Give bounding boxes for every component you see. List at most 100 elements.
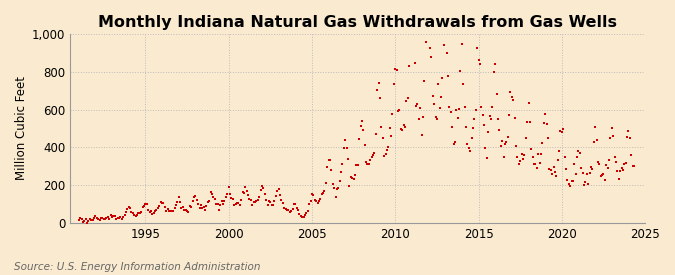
Point [481,155,492,160]
Point [344,183,355,188]
Point [91,216,102,221]
Point [258,186,269,190]
Point [439,43,450,47]
Point [115,215,126,220]
Point [315,197,325,202]
Point [498,155,509,160]
Point [272,189,283,194]
Point [100,217,111,221]
Point [371,131,381,136]
Point [434,106,445,110]
Point [479,122,489,127]
Point [125,206,136,210]
Point [597,172,608,177]
Point [393,109,404,113]
Point [589,140,599,145]
Point [310,199,321,203]
Point [590,125,601,129]
Point [350,173,360,177]
Point [347,176,358,180]
Point [348,176,359,181]
Point [514,162,524,167]
Point [452,116,463,120]
Point [137,205,148,210]
Point [136,210,146,214]
Point [244,197,255,201]
Point [504,112,514,117]
Point [456,42,467,46]
Point [626,153,637,158]
Point [246,197,256,202]
Point [584,170,595,175]
Point [454,107,464,111]
Point [509,116,520,120]
Point [493,117,504,121]
Point [158,200,169,205]
Point [308,193,319,197]
Point [437,76,448,80]
Point [540,112,551,117]
Point [172,199,183,204]
Point [368,153,379,157]
Point [84,216,95,221]
Point [470,108,481,113]
Point [227,197,238,201]
Point [222,191,233,196]
Point [380,152,391,156]
Point [178,204,188,209]
Point [226,195,237,200]
Point [342,146,352,150]
Point [165,209,176,214]
Point [126,210,137,214]
Point [318,191,329,195]
Point [459,105,470,109]
Point [306,192,317,197]
Point [533,152,543,156]
Point [529,161,539,166]
Point [593,160,603,164]
Point [150,209,161,213]
Point [591,138,602,142]
Point [586,165,597,169]
Point [154,204,165,208]
Point [169,206,180,210]
Point [223,185,234,189]
Point [134,210,145,215]
Point [372,87,383,92]
Point [141,202,152,206]
Point [103,215,113,219]
Point [94,218,105,222]
Point [458,82,468,87]
Point [544,167,555,171]
Point [381,148,392,153]
Point [524,119,535,124]
Point [130,214,141,218]
Point [608,134,618,138]
Point [450,140,460,145]
Point [243,193,254,198]
Point [554,149,564,153]
Point [410,103,421,108]
Point [483,130,493,134]
Point [111,216,122,221]
Point [333,186,344,191]
Point [422,8,433,12]
Point [502,134,513,139]
Point [376,125,387,129]
Point [362,161,373,166]
Point [334,179,345,184]
Point [321,180,331,185]
Point [218,202,229,206]
Point [76,217,87,222]
Point [598,172,609,177]
Point [171,203,182,207]
Point [601,163,612,167]
Point [547,172,558,176]
Point [86,218,97,222]
Point [531,166,542,170]
Point [232,201,242,205]
Point [208,195,219,199]
Point [487,104,498,109]
Point [230,202,241,206]
Point [121,210,132,214]
